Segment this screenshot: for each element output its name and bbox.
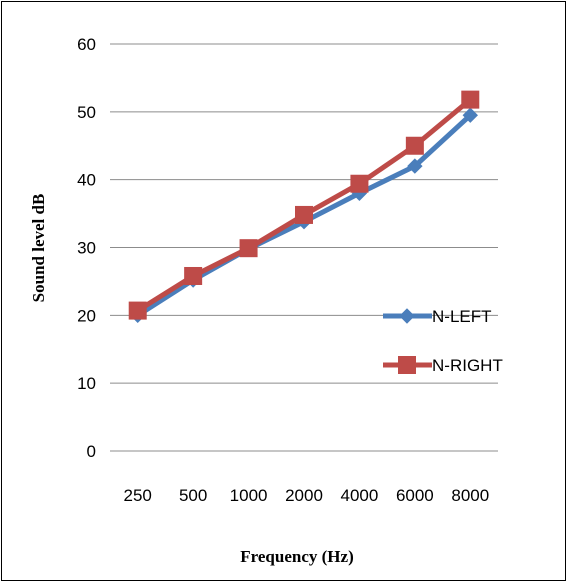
- x-tick-label: 8000: [451, 486, 489, 505]
- x-tick-labels: 250 500 1000 2000 4000 6000 8000: [124, 486, 490, 505]
- y-tick-label: 20: [77, 306, 96, 325]
- legend-item-n-left: N-LEFT: [383, 307, 492, 326]
- legend-label: N-RIGHT: [432, 356, 503, 375]
- gridlines: [110, 43, 498, 452]
- series-group: [128, 90, 480, 324]
- data-point-n-right: [350, 174, 369, 193]
- data-point-n-right: [295, 205, 313, 224]
- y-tick-label: 40: [77, 171, 96, 190]
- y-tick-label: 10: [77, 374, 96, 393]
- x-tick-label: 500: [179, 486, 207, 505]
- data-point-n-left: [407, 158, 423, 174]
- y-axis-title: Sound level dB: [29, 194, 48, 303]
- data-point-n-right: [128, 301, 147, 320]
- y-tick-label: 0: [87, 442, 96, 461]
- data-point-n-right: [239, 239, 258, 258]
- x-tick-label: 250: [124, 486, 152, 505]
- x-tick-label: 4000: [341, 486, 379, 505]
- data-point-n-right: [184, 266, 203, 285]
- x-tick-label: 2000: [285, 486, 323, 505]
- legend: N-LEFT N-RIGHT: [383, 307, 503, 375]
- data-point-legend: [399, 308, 415, 324]
- legend-item-n-right: N-RIGHT: [383, 356, 503, 375]
- y-tick-labels: 0 10 20 30 40 50 60: [77, 35, 96, 461]
- data-point-n-right: [405, 136, 424, 155]
- x-tick-label: 1000: [230, 486, 268, 505]
- x-axis-title: Frequency (Hz): [240, 547, 353, 566]
- data-point-n-left: [462, 107, 478, 123]
- y-tick-label: 60: [77, 35, 96, 54]
- y-tick-label: 30: [77, 239, 96, 258]
- series-n-right: [128, 90, 480, 320]
- y-tick-label: 50: [77, 103, 96, 122]
- legend-label: N-LEFT: [432, 307, 492, 326]
- x-tick-label: 6000: [396, 486, 434, 505]
- data-point-n-right: [461, 90, 480, 109]
- data-point-legend: [398, 356, 416, 374]
